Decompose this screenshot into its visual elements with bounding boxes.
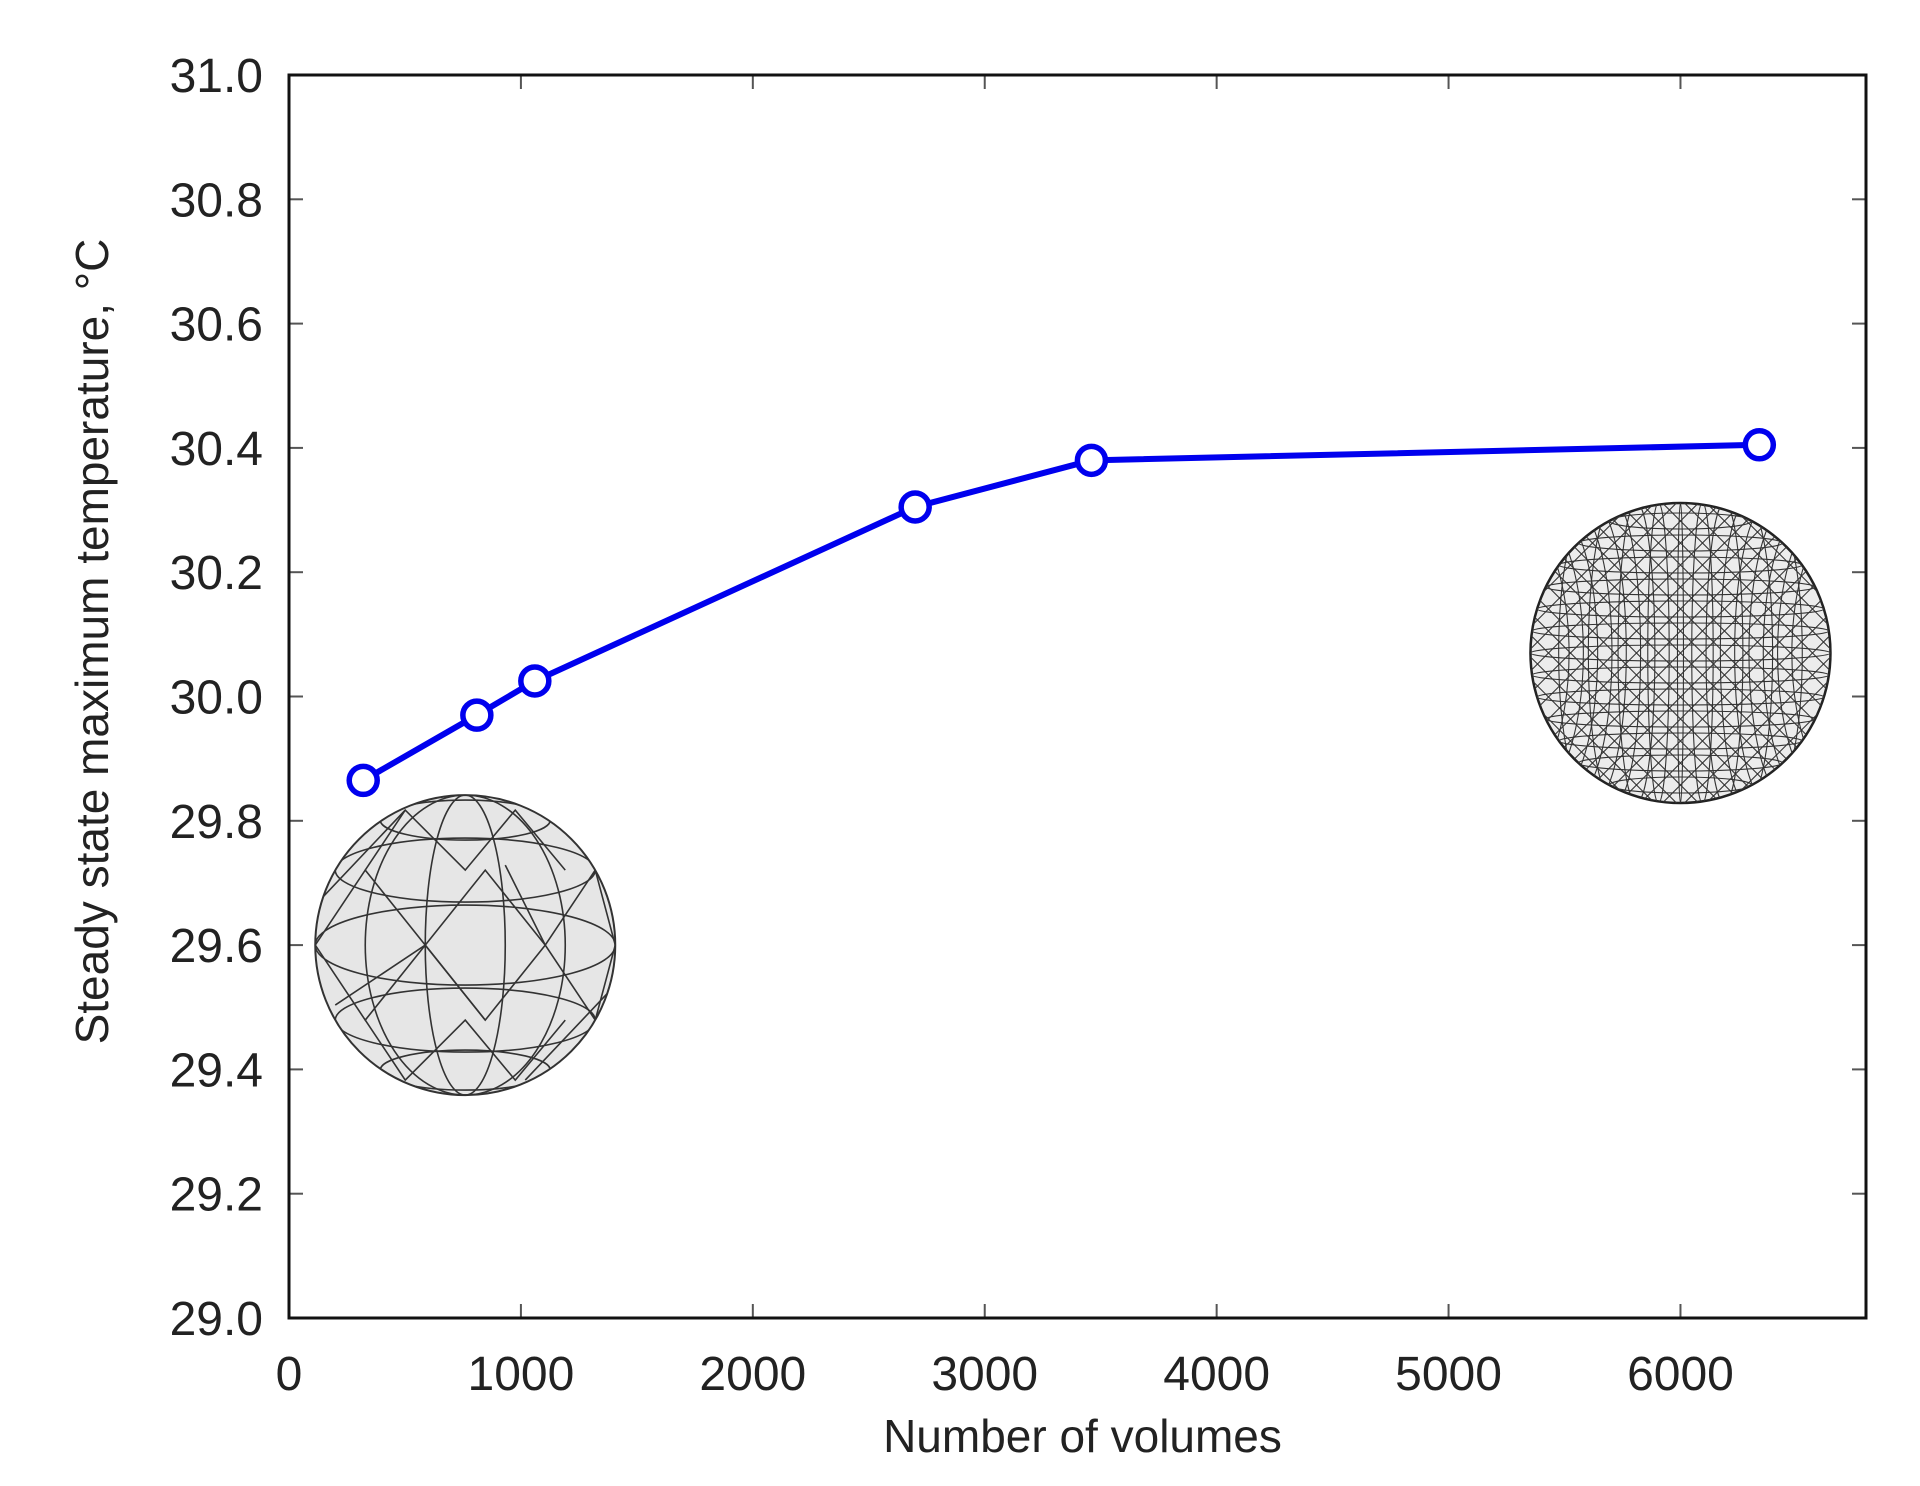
y-tick-labels: 29.0 29.2 29.4 29.6 29.8 30.0 30.2 30.4 30.6 30.8… [170,50,263,1346]
y-tick-label: 29.0 [170,1293,263,1346]
y-tick-label: 30.8 [170,174,263,227]
series-layer [346,428,1777,798]
series-markers [346,428,1777,798]
x-tick-labels: 0 1000 2000 3000 4000 5000 6000 [276,1348,1734,1401]
data-point [898,490,932,524]
y-tick-label: 30.0 [170,672,263,725]
y-tick-label: 29.8 [170,796,263,849]
x-tick-label: 6000 [1627,1348,1734,1401]
y-tick-label: 31.0 [170,50,263,103]
y-tick-label: 29.4 [170,1044,263,1097]
series-line [361,441,1760,784]
x-tick-label: 1000 [468,1348,575,1401]
x-tick-label: 4000 [1163,1348,1270,1401]
data-point [1742,428,1777,462]
y-tick-label: 30.6 [170,299,263,352]
y-tick-label: 29.6 [170,920,263,973]
x-tick-label: 0 [276,1348,303,1401]
data-point [460,698,494,732]
plot-frame [287,73,1868,1320]
y-tick-label: 30.4 [170,423,263,476]
x-axis-title: Number of volumes [883,1410,1282,1462]
data-point [518,664,552,698]
y-axis-title: Steady state maximum temperature, °C [66,239,118,1045]
data-point [1074,443,1109,478]
x-tick-label: 3000 [931,1348,1038,1401]
y-tick-label: 29.2 [170,1169,263,1222]
data-point [346,763,380,798]
y-tick-label: 30.2 [170,547,263,600]
x-tick-label: 5000 [1395,1348,1502,1401]
coarse-mesh-sphere-icon [314,794,617,1097]
x-tick-label: 2000 [699,1348,806,1401]
